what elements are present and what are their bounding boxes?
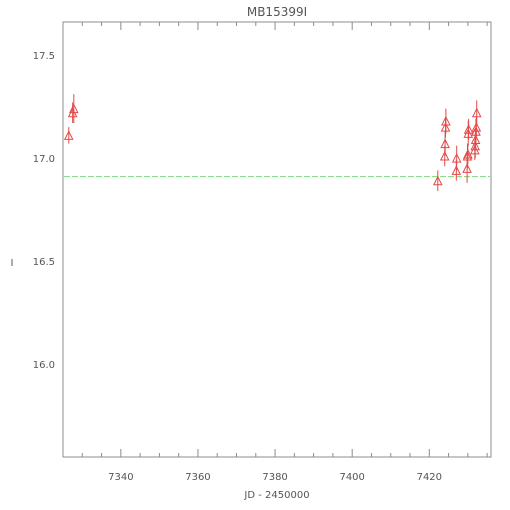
x-axis-title: JD - 2450000 — [243, 490, 309, 501]
triangle-marker — [440, 138, 450, 149]
data-point — [441, 108, 451, 134]
triangle-marker — [471, 107, 482, 118]
triangle-marker — [463, 124, 474, 134]
triangle-marker — [463, 148, 473, 159]
triangle-marker — [432, 175, 443, 186]
y-tick-label: 16.5 — [33, 257, 55, 268]
x-tick-label: 7360 — [185, 472, 210, 483]
data-point — [463, 143, 473, 165]
y-tick-label: 16.0 — [33, 360, 55, 371]
data-point — [451, 145, 462, 171]
triangle-marker — [439, 150, 450, 161]
x-tick-label: 7420 — [417, 472, 442, 483]
data-points — [63, 94, 482, 192]
triangle-marker — [441, 115, 451, 126]
triangle-marker — [451, 165, 462, 175]
x-tick-label: 7380 — [262, 472, 287, 483]
axis-ticks: 7340 7360 7380 7400 7420 16.0 16.5 17.0 17.5 — [33, 22, 488, 483]
data-point — [68, 94, 79, 124]
x-tick-label: 7400 — [339, 472, 364, 483]
data-point — [432, 170, 443, 192]
triangle-marker — [451, 152, 462, 163]
triangle-marker — [63, 130, 74, 140]
plot-frame — [62, 21, 492, 458]
y-tick-label: 17.0 — [33, 154, 55, 165]
triangle-marker — [68, 103, 79, 114]
triangle-marker — [462, 163, 472, 173]
plot-border — [62, 21, 492, 458]
y-tick-label: 17.5 — [33, 51, 55, 62]
data-point — [471, 100, 482, 126]
data-point — [63, 127, 74, 144]
y-axis-title: I — [11, 258, 14, 269]
triangle-marker — [471, 122, 482, 132]
chart-title: MB15399I — [247, 5, 307, 19]
data-point — [463, 118, 474, 140]
x-tick-label: 7340 — [108, 472, 133, 483]
